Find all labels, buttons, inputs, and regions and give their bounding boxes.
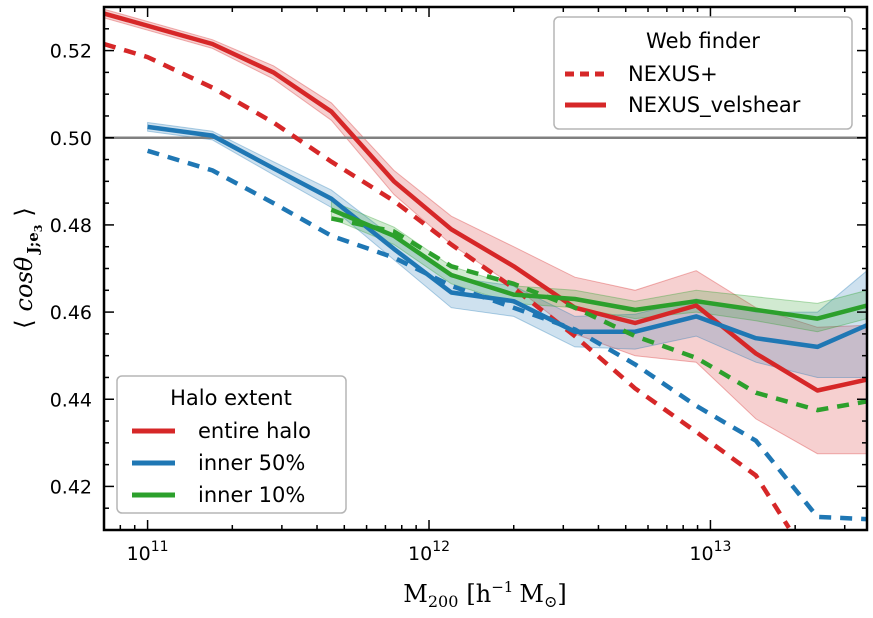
series-line-entire-halo-nexus-velshear bbox=[104, 11, 867, 393]
y-tick-label: 0.48 bbox=[50, 215, 92, 237]
legend-inner-50-label: inner 50% bbox=[198, 451, 305, 475]
series-line-entire-halo-nexus bbox=[104, 41, 791, 530]
series-lines bbox=[104, 11, 867, 530]
x-tick-label: 1011 bbox=[127, 539, 169, 565]
legend-halo-extent-title: Halo extent bbox=[170, 386, 292, 410]
series-line-inner-10-nexus-velshear bbox=[330, 207, 867, 321]
legend-halo-extent: Halo extent entire halo inner 50% inner … bbox=[116, 375, 347, 514]
x-tick-label: 1013 bbox=[689, 539, 731, 565]
y-tick-label: 0.42 bbox=[50, 476, 92, 498]
y-axis-ticks: 0.42 0.44 0.46 0.48 0.50 0.52 bbox=[50, 6, 867, 531]
legend-inner-10-label: inner 10% bbox=[198, 483, 305, 507]
x-axis-label: M200 [h−1 M⊙] bbox=[403, 578, 566, 611]
band-inner-10-nexus-velshear bbox=[330, 200, 867, 333]
series-line-inner-50-nexus bbox=[146, 148, 867, 522]
legend-halo-extent-box bbox=[116, 375, 347, 514]
legend-entire-halo-label: entire halo bbox=[198, 419, 311, 443]
series-line-inner-50-nexus-velshear bbox=[147, 124, 867, 350]
series-line-inner-10-nexus bbox=[330, 216, 867, 413]
y-tick-label: 0.46 bbox=[50, 302, 92, 324]
y-axis-label: ⟨cosθJ;e3⟩ bbox=[10, 207, 45, 329]
y-tick-label: 0.52 bbox=[50, 41, 92, 63]
legend-web-finder: Web finder NEXUS+ NEXUS_velshear bbox=[553, 16, 853, 130]
legend-nexus-plus-label: NEXUS+ bbox=[628, 62, 718, 86]
x-tick-label: 1012 bbox=[408, 539, 450, 565]
y-tick-label: 0.44 bbox=[50, 389, 92, 411]
x-axis-ticks: 1011 1012 1013 bbox=[103, 7, 846, 565]
legend-nexus-velshear-label: NEXUS_velshear bbox=[628, 93, 801, 118]
legend-web-finder-title: Web finder bbox=[646, 29, 760, 53]
band-entire-halo-nexus-velshear bbox=[104, 8, 867, 455]
legend-web-finder-box bbox=[553, 16, 853, 130]
y-tick-label: 0.50 bbox=[50, 128, 92, 150]
